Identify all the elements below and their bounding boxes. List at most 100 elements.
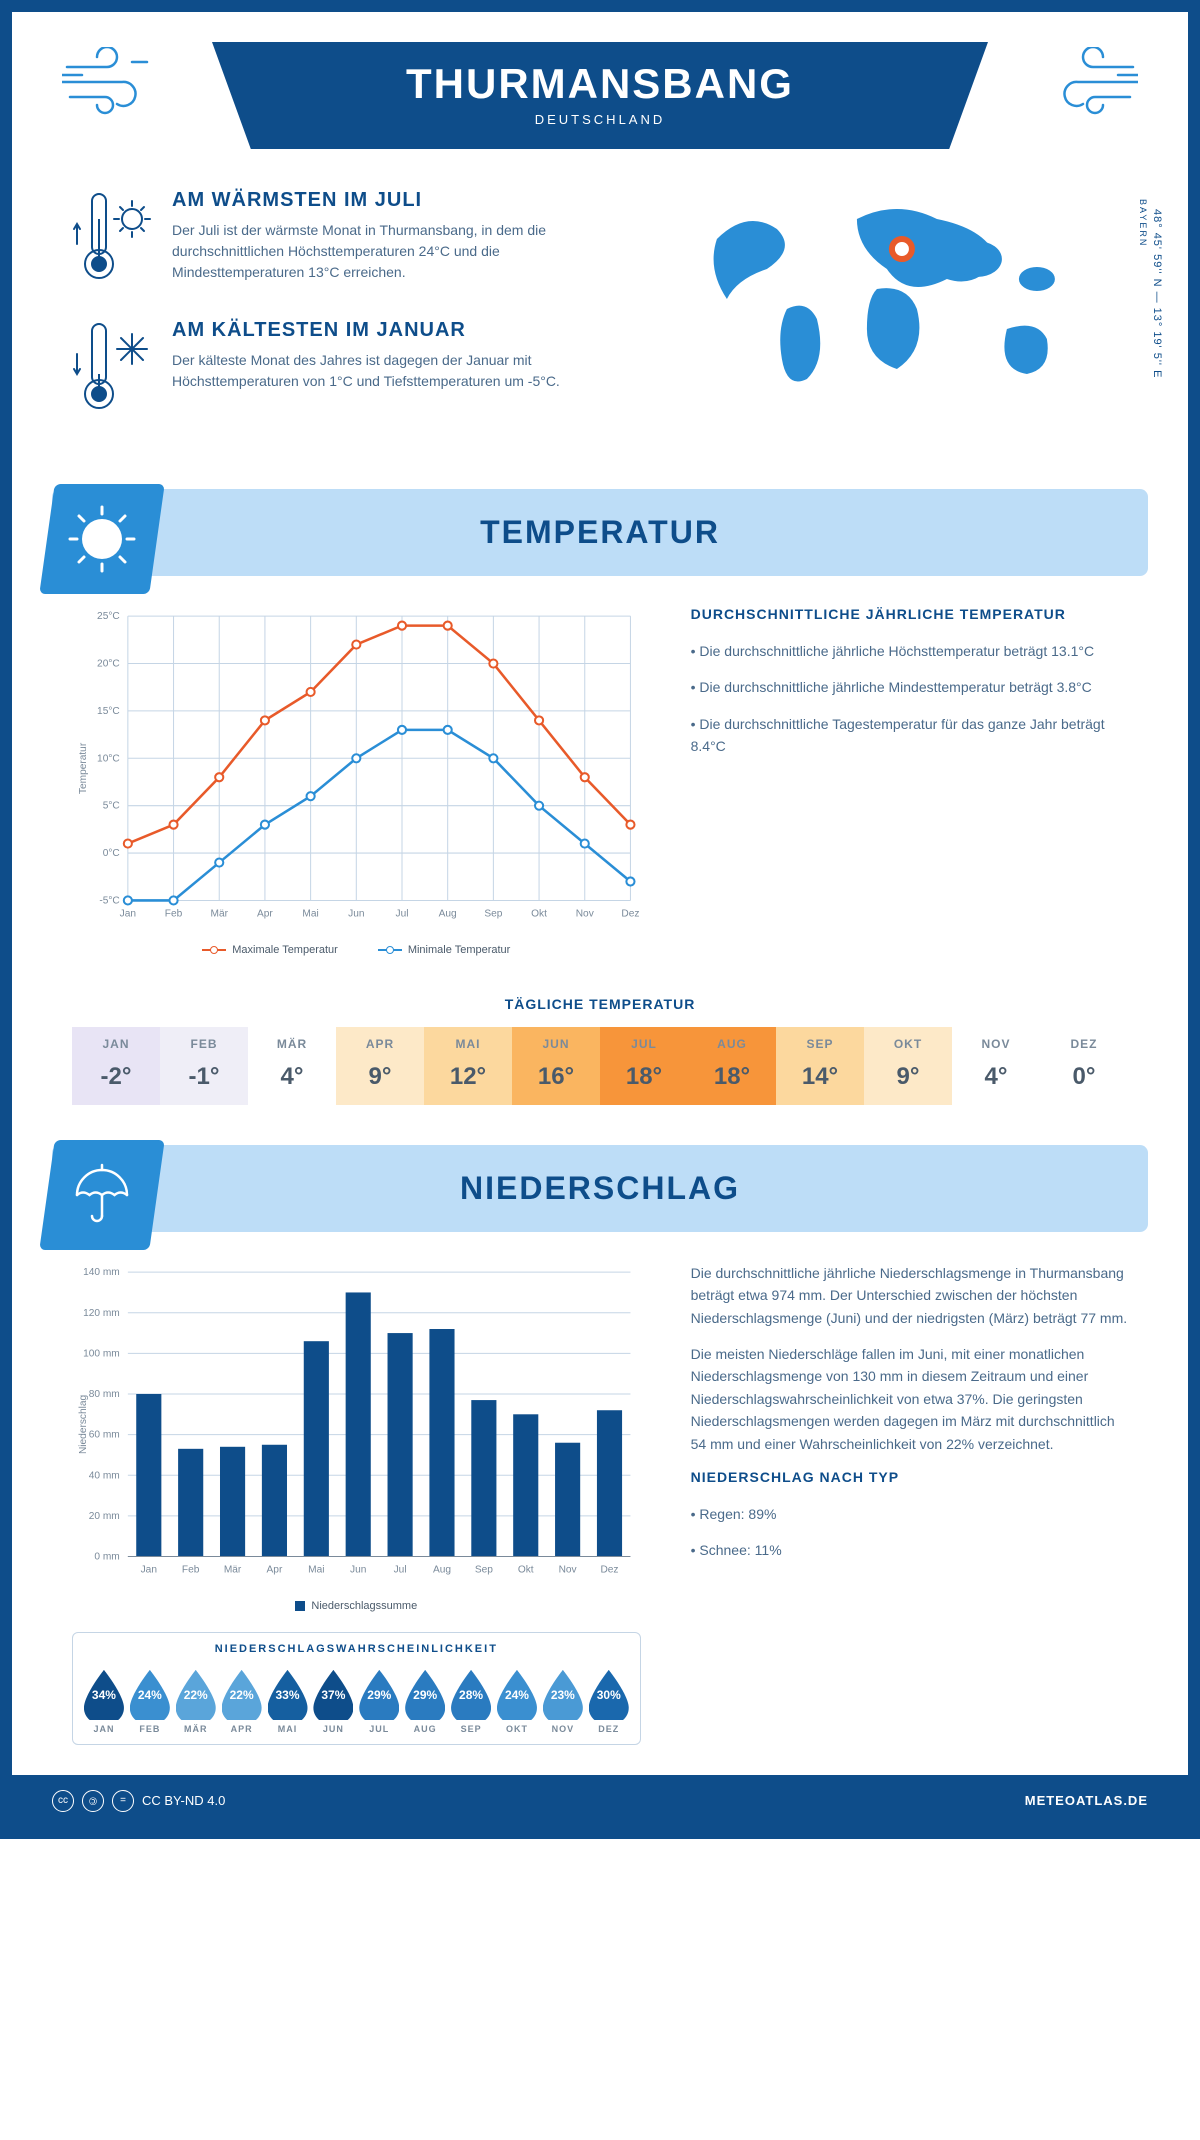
daily-cell: MÄR4° — [248, 1027, 336, 1105]
svg-text:0°C: 0°C — [103, 848, 120, 859]
svg-text:5°C: 5°C — [103, 801, 120, 812]
precip-probability-box: NIEDERSCHLAGSWAHRSCHEINLICHKEIT 34%JAN24… — [72, 1632, 641, 1745]
svg-text:-5°C: -5°C — [99, 895, 119, 906]
precip-section-title: NIEDERSCHLAG — [52, 1170, 1148, 1207]
svg-text:Apr: Apr — [257, 909, 273, 920]
infographic-frame: THURMANSBANG DEUTSCHLAND AM WÄRMSTEN IM … — [0, 0, 1200, 1839]
precip-p1: Die durchschnittliche jährliche Niedersc… — [691, 1262, 1128, 1329]
precip-summary-text: Die durchschnittliche jährliche Niedersc… — [691, 1262, 1128, 1745]
svg-text:Nov: Nov — [576, 909, 595, 920]
warmest-title: AM WÄRMSTEN IM JULI — [172, 189, 626, 212]
summary-row: AM WÄRMSTEN IM JULI Der Juli ist der wär… — [12, 169, 1188, 489]
probability-drop: 22%APR — [219, 1670, 265, 1734]
probability-drop: 34%JAN — [81, 1670, 127, 1734]
daily-cell: AUG18° — [688, 1027, 776, 1105]
coldest-title: AM KÄLTESTEN IM JANUAR — [172, 319, 626, 342]
daily-cell: JUN16° — [512, 1027, 600, 1105]
daily-cell: MAI12° — [424, 1027, 512, 1105]
daily-temp-title: TÄGLICHE TEMPERATUR — [12, 996, 1188, 1012]
precip-type-heading: NIEDERSCHLAG NACH TYP — [691, 1469, 1128, 1485]
daily-cell: SEP14° — [776, 1027, 864, 1105]
coldest-text: Der kälteste Monat des Jahres ist dagege… — [172, 350, 626, 392]
temp-content-row: -5°C0°C5°C10°C15°C20°C25°CJanFebMärAprMa… — [12, 606, 1188, 986]
svg-text:Niederschlag: Niederschlag — [78, 1395, 89, 1454]
temp-section-banner: TEMPERATUR — [52, 489, 1148, 576]
svg-text:10°C: 10°C — [97, 753, 120, 764]
probability-drop: 33%MAI — [265, 1670, 311, 1734]
svg-text:Jan: Jan — [141, 1565, 157, 1576]
probability-drop: 29%JUL — [356, 1670, 402, 1734]
license-block: cc 🄯 = CC BY-ND 4.0 — [52, 1790, 225, 1812]
daily-cell: DEZ0° — [1040, 1027, 1128, 1105]
temp-summary-text: DURCHSCHNITTLICHE JÄHRLICHE TEMPERATUR •… — [691, 606, 1128, 956]
region-label: BAYERN — [1138, 199, 1148, 247]
svg-text:100 mm: 100 mm — [83, 1348, 120, 1359]
precip-type-2: • Schnee: 11% — [691, 1539, 1128, 1561]
svg-text:0 mm: 0 mm — [94, 1551, 119, 1562]
temp-bullet-1: • Die durchschnittliche jährliche Höchst… — [691, 640, 1128, 662]
probability-drop: 37%JUN — [310, 1670, 356, 1734]
svg-text:120 mm: 120 mm — [83, 1308, 120, 1319]
svg-text:Apr: Apr — [267, 1565, 283, 1576]
svg-text:20 mm: 20 mm — [89, 1511, 120, 1522]
warmest-block: AM WÄRMSTEN IM JULI Der Juli ist der wär… — [72, 189, 626, 294]
svg-text:Mär: Mär — [224, 1565, 242, 1576]
daily-cell: APR9° — [336, 1027, 424, 1105]
precip-legend: Niederschlagssumme — [72, 1600, 641, 1612]
warmest-text: Der Juli ist der wärmste Monat in Thurma… — [172, 220, 626, 283]
probability-drop: 22%MÄR — [173, 1670, 219, 1734]
svg-text:20°C: 20°C — [97, 659, 120, 670]
temp-bullet-3: • Die durchschnittliche Tagestemperatur … — [691, 713, 1128, 758]
header: THURMANSBANG DEUTSCHLAND — [12, 12, 1188, 169]
svg-text:Jan: Jan — [120, 909, 136, 920]
svg-text:15°C: 15°C — [97, 706, 120, 717]
cc-icon: cc — [52, 1790, 74, 1812]
legend-precip-label: Niederschlagssumme — [311, 1600, 417, 1612]
svg-text:Jul: Jul — [396, 909, 409, 920]
svg-text:Feb: Feb — [182, 1565, 200, 1576]
daily-cell: JAN-2° — [72, 1027, 160, 1105]
svg-text:Okt: Okt — [531, 909, 547, 920]
svg-text:Okt: Okt — [518, 1565, 534, 1576]
legend-min-label: Minimale Temperatur — [408, 944, 511, 956]
precip-content-row: 0 mm20 mm40 mm60 mm80 mm100 mm120 mm140 … — [12, 1262, 1188, 1775]
svg-text:Dez: Dez — [621, 909, 639, 920]
svg-text:Jun: Jun — [348, 909, 364, 920]
svg-text:Jul: Jul — [394, 1565, 407, 1576]
precip-p2: Die meisten Niederschläge fallen im Juni… — [691, 1343, 1128, 1455]
coldest-block: AM KÄLTESTEN IM JANUAR Der kälteste Mona… — [72, 319, 626, 424]
prob-title: NIEDERSCHLAGSWAHRSCHEINLICHKEIT — [73, 1633, 640, 1665]
temp-legend: Maximale Temperatur Minimale Temperatur — [72, 944, 641, 956]
probability-drop: 24%FEB — [127, 1670, 173, 1734]
svg-text:Sep: Sep — [484, 909, 502, 920]
sun-icon — [39, 484, 164, 594]
coordinates: 48° 45' 59'' N — 13° 19' 5'' E — [1151, 209, 1163, 378]
temp-bullet-2: • Die durchschnittliche jährliche Mindes… — [691, 676, 1128, 698]
thermometer-hot-icon — [72, 189, 152, 294]
svg-text:80 mm: 80 mm — [89, 1389, 120, 1400]
svg-text:25°C: 25°C — [97, 611, 120, 622]
precip-section-banner: NIEDERSCHLAG — [52, 1145, 1148, 1232]
probability-drop: 30%DEZ — [586, 1670, 632, 1734]
probability-drop: 23%NOV — [540, 1670, 586, 1734]
svg-text:Aug: Aug — [433, 1565, 451, 1576]
probability-drop: 28%SEP — [448, 1670, 494, 1734]
site-label: METEOATLAS.DE — [1025, 1793, 1148, 1808]
footer: cc 🄯 = CC BY-ND 4.0 METEOATLAS.DE — [12, 1775, 1188, 1827]
daily-cell: JUL18° — [600, 1027, 688, 1105]
legend-max-label: Maximale Temperatur — [232, 944, 338, 956]
svg-text:Mai: Mai — [308, 1565, 324, 1576]
probability-drop: 29%AUG — [402, 1670, 448, 1734]
svg-text:Feb: Feb — [165, 909, 183, 920]
precip-type-1: • Regen: 89% — [691, 1503, 1128, 1525]
svg-text:40 mm: 40 mm — [89, 1470, 120, 1481]
umbrella-icon — [39, 1140, 164, 1250]
daily-cell: NOV4° — [952, 1027, 1040, 1105]
precipitation-bar-chart: 0 mm20 mm40 mm60 mm80 mm100 mm120 mm140 … — [72, 1262, 641, 1587]
svg-text:Dez: Dez — [600, 1565, 618, 1576]
world-map-icon — [666, 189, 1128, 409]
svg-text:Mai: Mai — [302, 909, 318, 920]
probability-drop: 24%OKT — [494, 1670, 540, 1734]
country-subtitle: DEUTSCHLAND — [212, 112, 988, 127]
svg-text:Aug: Aug — [439, 909, 457, 920]
